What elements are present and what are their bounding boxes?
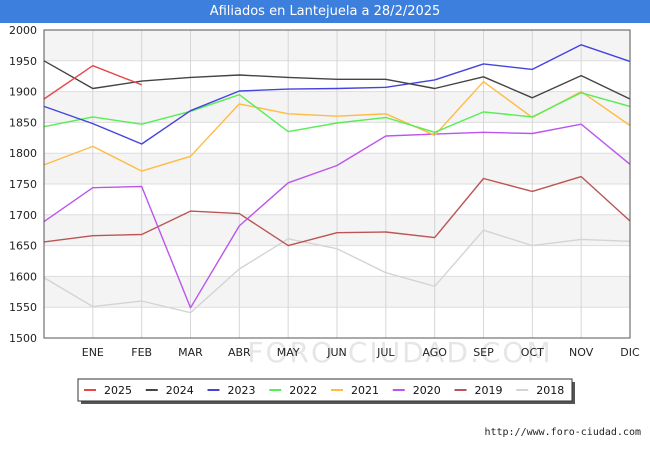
series-line-2022 xyxy=(43,92,631,134)
y-axis: 1500 1550 1600 1650 1700 1750 1800 1850 1900 1950… xyxy=(9,24,37,345)
x-tick-label: FEB xyxy=(131,346,152,359)
series-line-2018 xyxy=(43,229,631,314)
legend-label-2024: 2024 xyxy=(166,384,194,397)
series-line-2024 xyxy=(43,60,631,100)
y-tick-label: 1800 xyxy=(9,147,37,160)
legend-label-2020: 2020 xyxy=(413,384,441,397)
chart-title: Afiliados en Lantejuela a 28/2/2025 xyxy=(0,0,650,23)
legend-box xyxy=(77,378,573,402)
x-tick-label: ENE xyxy=(82,346,104,359)
x-tick-label: JUL xyxy=(376,346,395,359)
x-axis: ENE FEB MAR ABR MAY JUN JUL AGO SEP OCT NOV DIC xyxy=(82,346,640,359)
y-tick-label: 1650 xyxy=(9,240,37,253)
y-tick-label: 2000 xyxy=(9,24,37,37)
series-lines xyxy=(43,44,631,314)
series-line-2020 xyxy=(43,123,631,309)
series-line-2023 xyxy=(43,44,631,145)
y-tick-label: 1550 xyxy=(9,301,37,314)
legend: 2025 2024 2023 2022 2021 2020 2019 2018 xyxy=(77,378,575,404)
x-tick-label: NOV xyxy=(569,346,594,359)
x-tick-label: JUN xyxy=(326,346,347,359)
y-tick-label: 1900 xyxy=(9,86,37,99)
legend-label-2025: 2025 xyxy=(104,384,132,397)
plot-border xyxy=(43,29,631,339)
x-tick-label: MAY xyxy=(277,346,300,359)
x-tick-label: DIC xyxy=(620,346,640,359)
watermark: FORO-CIUDAD.COM xyxy=(247,336,552,369)
y-tick-label: 1850 xyxy=(9,116,37,129)
y-tick-label: 1700 xyxy=(9,209,37,222)
x-tick-label: SEP xyxy=(473,346,494,359)
legend-label-2021: 2021 xyxy=(351,384,379,397)
legend-label-2023: 2023 xyxy=(228,384,256,397)
y-tick-label: 1950 xyxy=(9,55,37,68)
x-tick-label: AGO xyxy=(422,346,447,359)
x-tick-label: MAR xyxy=(178,346,203,359)
legend-label-2022: 2022 xyxy=(289,384,317,397)
y-tick-label: 1600 xyxy=(9,270,37,283)
source-url: http://www.foro-ciudad.com xyxy=(484,427,641,438)
y-tick-label: 1750 xyxy=(9,178,37,191)
x-tick-label: ABR xyxy=(228,346,251,359)
x-tick-label: OCT xyxy=(521,346,544,359)
series-line-2019 xyxy=(43,175,631,247)
series-line-2025 xyxy=(43,64,142,100)
y-tick-label: 1500 xyxy=(9,332,37,345)
legend-label-2019: 2019 xyxy=(475,384,503,397)
legend-label-2018: 2018 xyxy=(536,384,564,397)
